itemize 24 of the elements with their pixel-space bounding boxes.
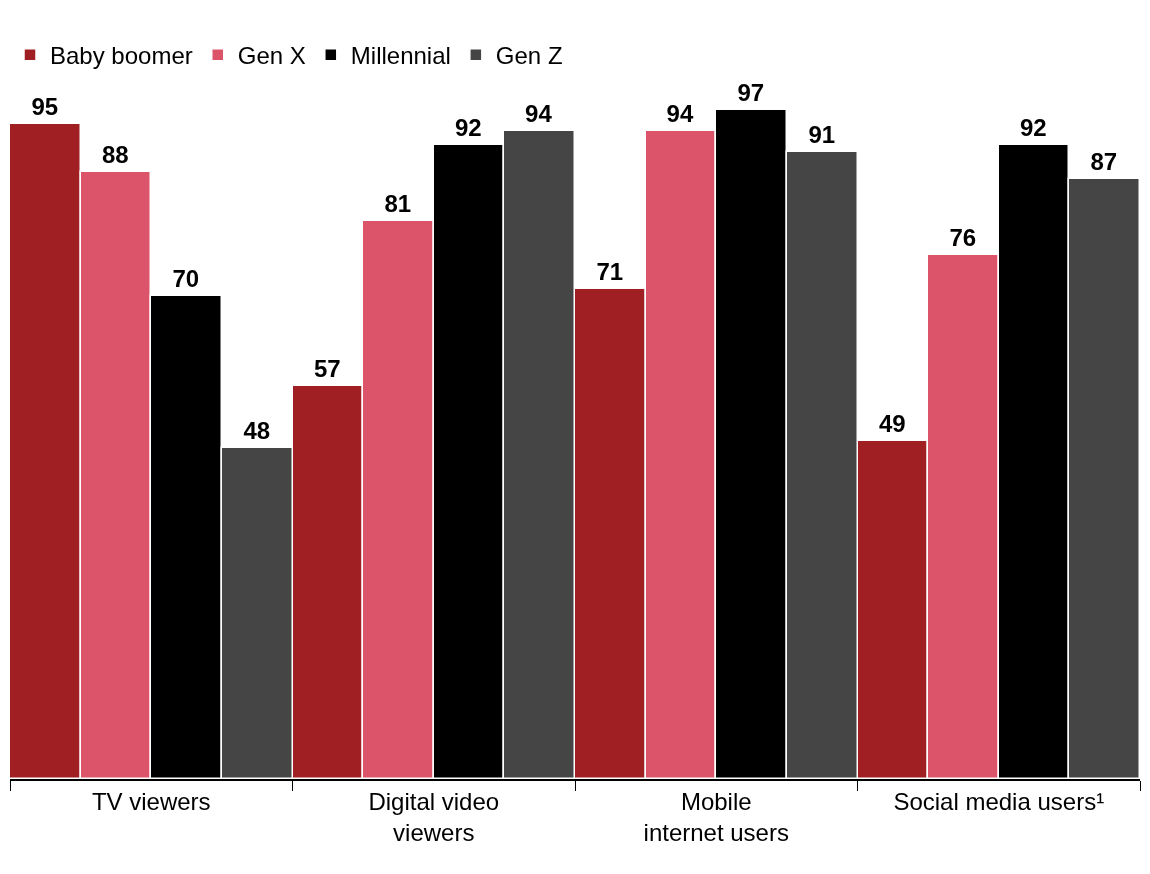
data-label: 71	[596, 258, 624, 286]
data-label: 87	[1090, 148, 1118, 176]
data-label: 57	[313, 355, 341, 383]
data-label: 88	[101, 141, 129, 169]
data-label: 91	[808, 121, 836, 149]
x-tick-label: TV viewers	[91, 787, 211, 815]
x-tick-label: Mobile internet users	[643, 787, 789, 846]
legend-label: Baby boomer	[50, 42, 193, 70]
data-label: 92	[454, 114, 482, 142]
legend-label: Gen Z	[495, 42, 563, 70]
data-label: 81	[384, 190, 412, 218]
data-label: 97	[737, 79, 765, 107]
data-label: 92	[1019, 114, 1047, 142]
x-tick-label: Digital video viewers	[368, 787, 500, 846]
data-label: 94	[525, 100, 553, 128]
data-label: 48	[243, 417, 271, 445]
legend-label: Gen X	[237, 42, 306, 70]
legend-label: Millennial	[350, 42, 451, 70]
data-label: 70	[172, 265, 200, 293]
data-label: 76	[949, 224, 977, 252]
data-label: 95	[31, 93, 59, 121]
data-label: 49	[878, 410, 906, 438]
x-tick-label: Social media users¹	[893, 787, 1105, 815]
data-label: 94	[666, 100, 694, 128]
